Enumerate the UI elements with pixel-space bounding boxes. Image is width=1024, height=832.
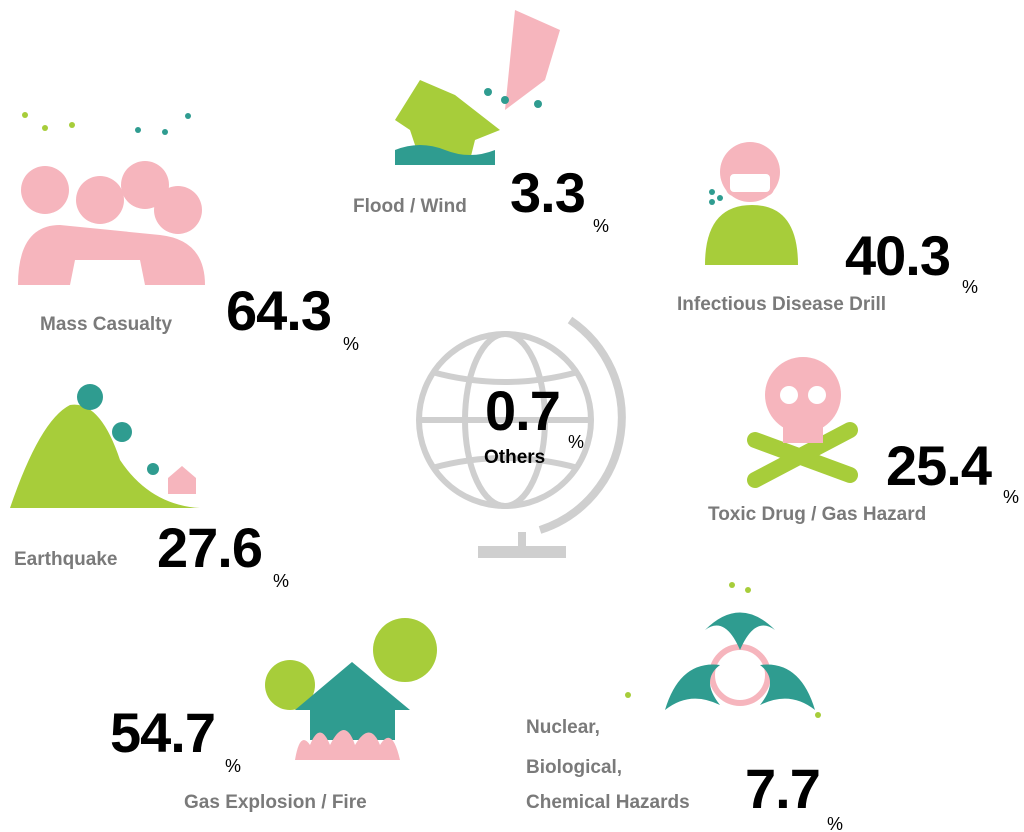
item-unit: %	[273, 571, 289, 591]
toxic-icon	[747, 357, 858, 488]
mass-casualty-icon	[18, 112, 205, 285]
item-unit: %	[827, 814, 843, 832]
item-label: Infectious Disease Drill	[677, 294, 886, 315]
item-label: Biological,	[526, 757, 622, 778]
item-value: 7.7	[745, 757, 820, 820]
item-label: Earthquake	[14, 549, 117, 570]
item-label: Nuclear,	[526, 717, 600, 738]
item-value: 27.6	[157, 516, 262, 579]
item-value: 64.3	[226, 279, 331, 342]
item-unit: %	[568, 432, 584, 452]
fire-icon	[265, 618, 437, 760]
item-unit: %	[962, 277, 978, 297]
item-value: 40.3	[845, 224, 950, 287]
item-unit: %	[343, 334, 359, 354]
item-unit: %	[1003, 487, 1019, 507]
item-label: Gas Explosion / Fire	[184, 792, 367, 813]
item-label: Toxic Drug / Gas Hazard	[708, 504, 926, 525]
item-value: 0.7	[485, 379, 560, 442]
item-label: Others	[484, 447, 545, 468]
biohazard-icon	[625, 582, 821, 718]
earthquake-icon	[10, 384, 200, 508]
item-label: Chemical Hazards	[526, 792, 690, 813]
flood-icon	[395, 10, 560, 165]
item-label: Mass Casualty	[40, 314, 172, 335]
item-unit: %	[593, 216, 609, 236]
item-unit: %	[225, 756, 241, 776]
item-label: Flood / Wind	[353, 196, 467, 217]
item-value: 25.4	[886, 434, 992, 497]
globe-icon	[416, 316, 626, 548]
infectious-icon	[705, 142, 798, 265]
globe-stand	[478, 546, 566, 558]
item-value: 3.3	[510, 161, 585, 224]
item-value: 54.7	[110, 701, 215, 764]
